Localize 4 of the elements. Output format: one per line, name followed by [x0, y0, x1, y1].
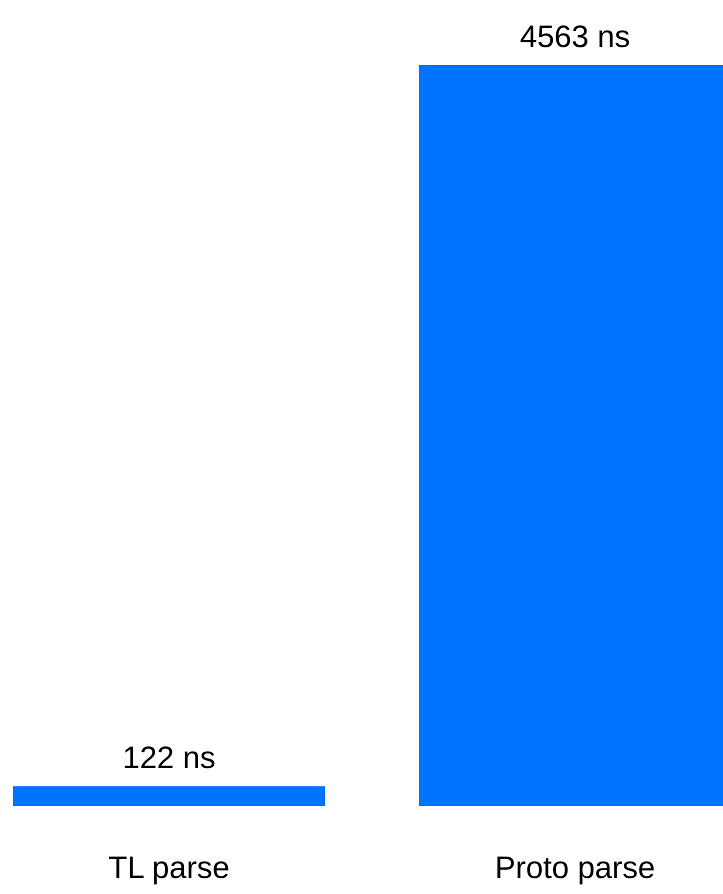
x-tick-label: TL parse — [108, 850, 230, 885]
x-tick-label: Proto parse — [494, 850, 656, 885]
data-label: 4563 ns — [520, 19, 630, 54]
data-label: 122 ns — [122, 740, 216, 776]
